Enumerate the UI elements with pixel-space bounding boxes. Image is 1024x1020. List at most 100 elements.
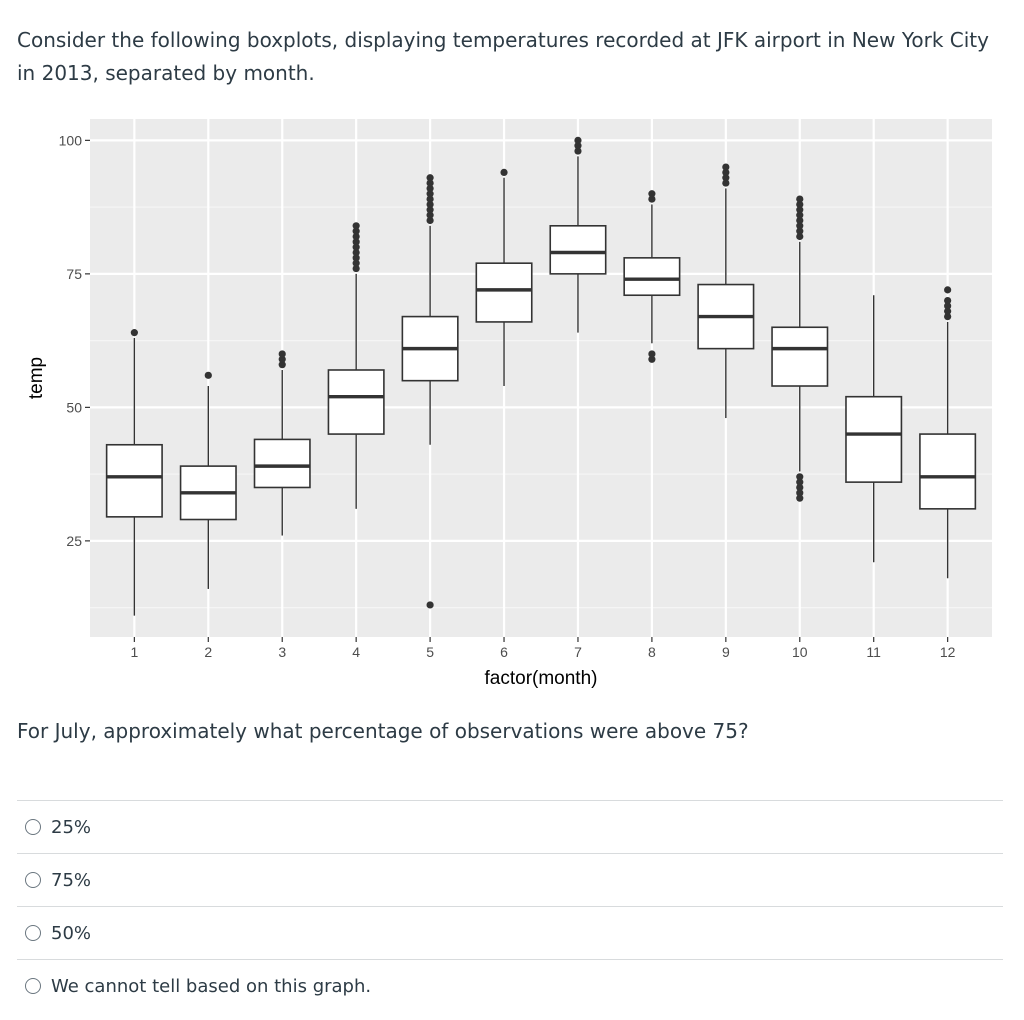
y-tick-label: 50: [66, 399, 82, 415]
outlier-point: [796, 232, 804, 241]
y-axis-title: temp: [26, 357, 47, 399]
plot-panel: [90, 119, 992, 637]
outlier-point: [352, 243, 360, 251]
x-tick-label: 11: [866, 644, 881, 660]
outlier-point: [944, 312, 952, 321]
outlier-point: [796, 200, 804, 209]
box-iqr: [845, 395, 903, 483]
box-iqr: [327, 369, 385, 435]
outlier-point: [796, 489, 804, 497]
x-tick-label: 2: [204, 644, 212, 660]
box-iqr: [771, 326, 829, 387]
outlier-point: [352, 248, 360, 257]
box-iqr: [475, 262, 533, 323]
outlier-point: [796, 211, 804, 219]
outlier-point: [352, 259, 360, 267]
answer-option-cannot-tell[interactable]: We cannot tell based on this graph.: [17, 959, 1003, 1012]
outlier-point: [426, 179, 434, 187]
answer-label: 50%: [51, 922, 92, 944]
outlier-point: [574, 142, 582, 150]
y-tick-label: 25: [66, 533, 82, 549]
boxes: [105, 136, 977, 616]
outlier-point: [574, 136, 582, 144]
answer-list: 25% 75% 50% We cannot tell based on this…: [17, 800, 1003, 1012]
outlier-point: [722, 163, 730, 171]
outlier-point: [426, 601, 434, 609]
outlier-point: [426, 195, 434, 203]
box-iqr: [105, 443, 163, 518]
outlier-point: [944, 307, 952, 315]
outlier-point: [722, 168, 730, 177]
outlier-point: [796, 222, 804, 230]
x-tick-label: 1: [130, 644, 138, 660]
outlier-point: [352, 227, 360, 235]
outlier-point: [944, 302, 952, 310]
outlier-point: [426, 216, 434, 225]
outlier-point: [352, 232, 360, 241]
answer-option-75[interactable]: 75%: [17, 853, 1003, 906]
outlier-point: [426, 174, 434, 182]
box-iqr: [253, 438, 311, 489]
outlier-point: [722, 179, 730, 187]
box-month-11: [845, 295, 903, 563]
outlier-point: [352, 264, 360, 273]
outlier-point: [426, 190, 434, 198]
x-tick-label: 4: [352, 644, 360, 660]
outlier-point: [796, 206, 804, 214]
outlier-point: [796, 227, 804, 235]
outlier-point: [204, 371, 212, 379]
outlier-point: [352, 254, 360, 262]
outlier-point: [426, 184, 434, 193]
y-tick-label: 100: [59, 132, 83, 148]
outlier-point: [352, 238, 360, 246]
x-tick-label: 8: [648, 644, 656, 660]
outlier-point: [648, 195, 656, 203]
outlier-point: [130, 329, 138, 337]
outlier-point: [574, 147, 582, 155]
outlier-point: [796, 195, 804, 203]
x-axis: 1 2 3 4 5 6 7 8 9 10 11 12: [130, 637, 956, 660]
x-tick-label: 10: [792, 644, 808, 660]
outlier-point: [648, 190, 656, 198]
y-axis: 25 50 75 100: [59, 132, 90, 549]
x-axis-title: factor(month): [485, 668, 598, 689]
box-month-5: [401, 174, 459, 609]
answer-option-50[interactable]: 50%: [17, 906, 1003, 959]
answer-option-25[interactable]: 25%: [17, 800, 1003, 853]
outlier-point: [426, 206, 434, 214]
x-tick-label: 5: [426, 644, 434, 660]
box-month-7: [549, 136, 607, 333]
box-iqr: [623, 257, 681, 297]
grid-minor: [90, 206, 992, 609]
box-month-10: [771, 195, 829, 502]
x-tick-label: 7: [574, 644, 582, 660]
outlier-point: [944, 286, 952, 294]
outlier-point: [648, 350, 656, 358]
radio-button[interactable]: [25, 925, 41, 941]
outlier-point: [278, 361, 286, 369]
answer-label: 75%: [51, 869, 92, 891]
outlier-point: [352, 222, 360, 230]
outlier-point: [796, 216, 804, 225]
outlier-point: [796, 478, 804, 486]
radio-button[interactable]: [25, 819, 41, 835]
outlier-point: [796, 473, 804, 481]
box-month-4: [327, 222, 385, 509]
question-intro: Consider the following boxplots, display…: [17, 28, 989, 85]
outlier-point: [426, 211, 434, 219]
box-month-2: [179, 371, 237, 589]
outlier-point: [426, 200, 434, 209]
outlier-point: [796, 494, 804, 502]
box-month-12: [919, 286, 977, 579]
box-iqr: [919, 433, 977, 510]
box-month-3: [253, 350, 311, 536]
outlier-point: [944, 296, 952, 305]
radio-button[interactable]: [25, 872, 41, 888]
radio-button[interactable]: [25, 978, 41, 994]
box-month-8: [623, 190, 681, 363]
outlier-point: [500, 168, 508, 177]
outlier-point: [796, 483, 804, 492]
answer-label: We cannot tell based on this graph.: [51, 975, 372, 997]
box-month-9: [697, 163, 755, 419]
box-iqr: [549, 225, 607, 275]
